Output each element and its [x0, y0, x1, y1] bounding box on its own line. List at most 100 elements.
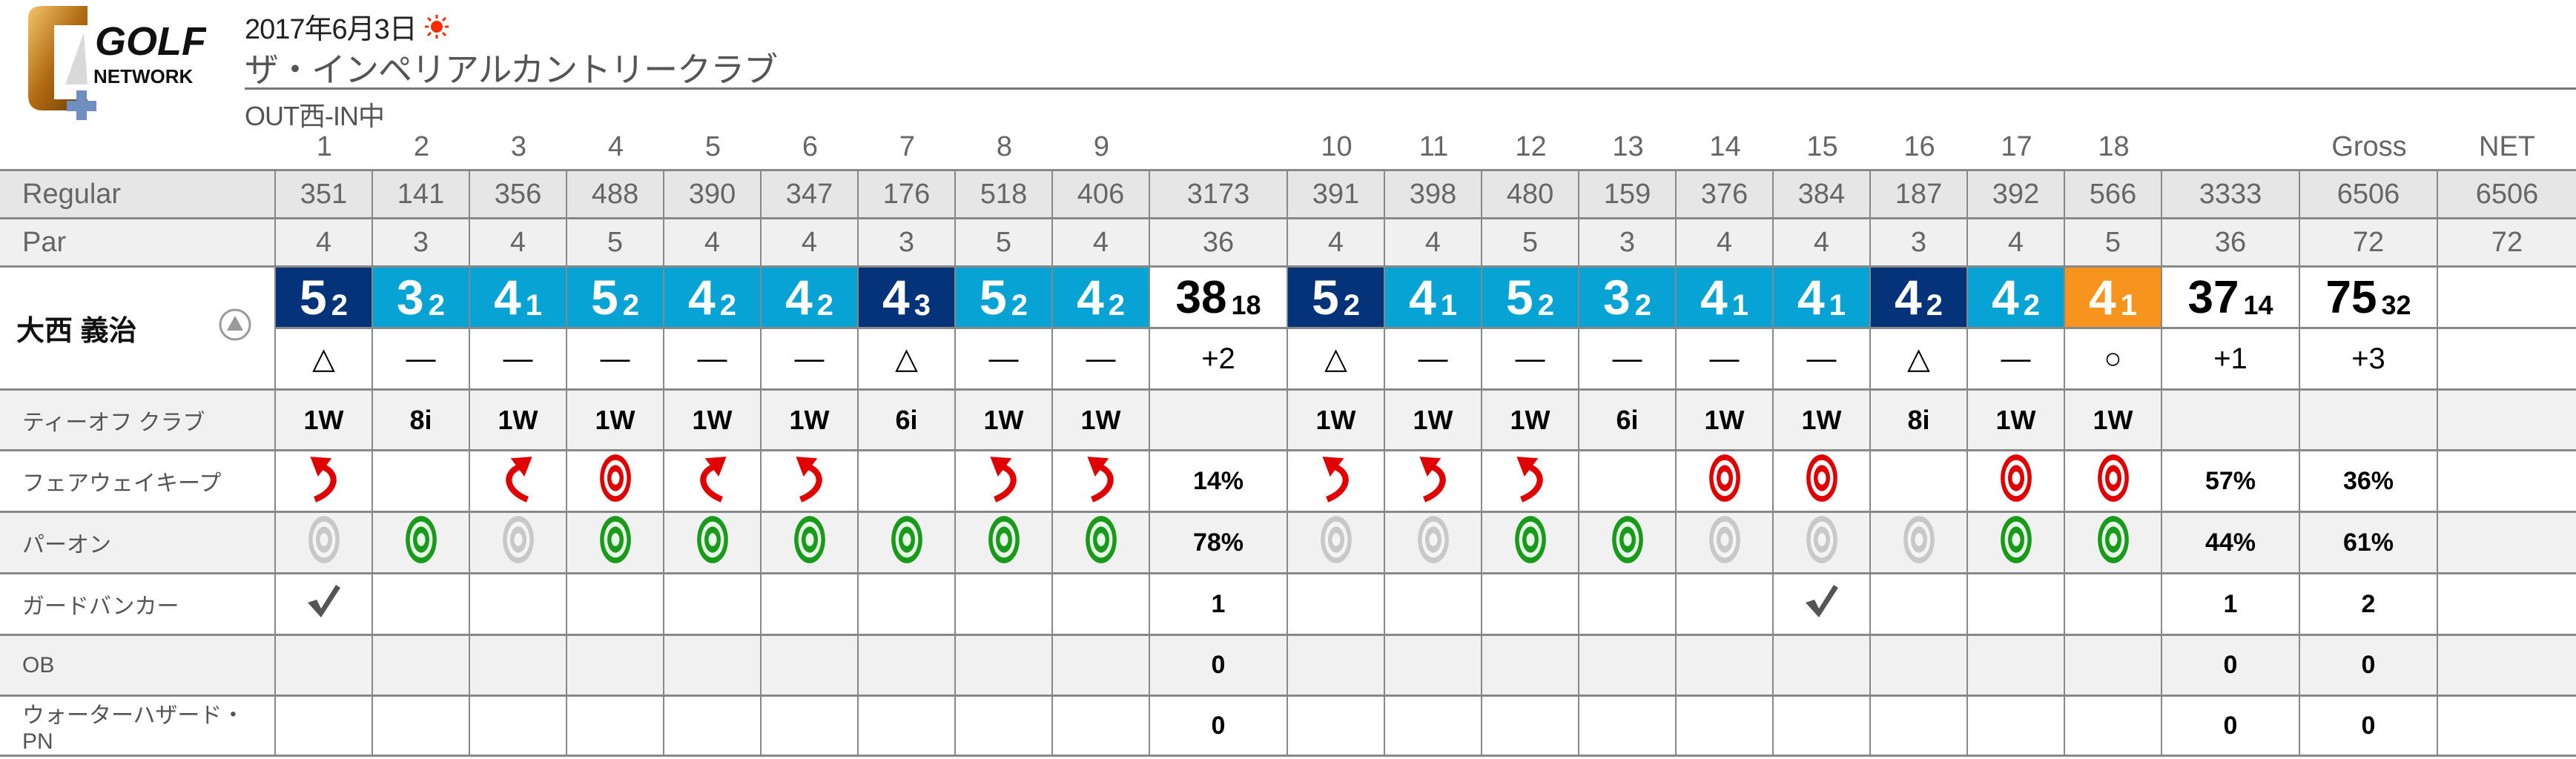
- green-on-target-icon: [988, 515, 1020, 571]
- green-on-target-icon: [1611, 515, 1644, 571]
- ob-hole-11: [1385, 636, 1482, 697]
- svg-text:NETWORK: NETWORK: [93, 65, 194, 87]
- paron-hole-3: [470, 513, 567, 574]
- water-hole-16: [1871, 697, 1968, 757]
- putts: 2: [2023, 288, 2040, 322]
- green-on-target-icon: [2000, 515, 2032, 571]
- par-hole-17: 4: [1968, 219, 2065, 268]
- putts: 1: [1440, 288, 1457, 322]
- total-strokes: 37: [2187, 271, 2239, 323]
- result-mark-hole-1: △: [276, 329, 373, 391]
- bunker-hole-9: [1053, 574, 1150, 636]
- water-hole-8: [956, 697, 1053, 757]
- paron-hole-13: [1579, 513, 1677, 574]
- fairway-miss-left-arrow-icon: [1319, 454, 1353, 509]
- hole-number: 18: [2098, 130, 2130, 162]
- regular-hole-1: 351: [276, 171, 373, 219]
- bunker-hole-13: [1579, 574, 1677, 636]
- result-mark-hole-4: —: [567, 329, 664, 391]
- result-mark-hole-18: ○: [2065, 329, 2162, 391]
- regular-hole-6: 347: [762, 171, 859, 219]
- club-net: [2438, 391, 2576, 451]
- strokes: 4: [1895, 270, 1922, 325]
- regular-hole-9: 406: [1053, 171, 1150, 219]
- regular-hole-17: 392: [1968, 171, 2065, 219]
- ob-hole-7: [859, 636, 956, 697]
- fairway-hole-18: [2065, 451, 2162, 513]
- ob-hole-13: [1579, 636, 1677, 697]
- regular-hole-13: 159: [1579, 171, 1677, 219]
- strokes: 5: [300, 270, 327, 325]
- paron-hole-8: [956, 513, 1053, 574]
- strokes: 4: [688, 270, 716, 325]
- regular-hole-4: 488: [567, 171, 664, 219]
- tee-club-hole-6: 1W: [762, 391, 859, 451]
- ob-net: [2438, 636, 2576, 697]
- result-out: +2: [1150, 329, 1288, 391]
- ob-hole-8: [956, 636, 1053, 697]
- water-hole-2: [373, 697, 470, 757]
- hole-number: 6: [802, 130, 819, 162]
- tee-club-hole-11: 1W: [1385, 391, 1482, 451]
- par-hole-10: 4: [1288, 219, 1385, 268]
- fairway-hole-2: [373, 451, 470, 513]
- regular-hole-3: 356: [470, 171, 567, 219]
- hole-number: 17: [2001, 130, 2032, 162]
- putts: 3: [914, 288, 931, 322]
- fairway-gross: 36%: [2300, 451, 2438, 513]
- bunker-hole-15: [1774, 574, 1871, 636]
- hole-number: 5: [704, 130, 721, 162]
- regular-hole-7: 176: [859, 171, 956, 219]
- hole-number: 11: [1419, 130, 1449, 162]
- result-mark-hole-11: —: [1385, 329, 1482, 391]
- fairway-hole-11: [1385, 451, 1482, 513]
- result-net: [2438, 329, 2576, 391]
- ob-hole-9: [1053, 636, 1150, 697]
- water-gross: 0: [2300, 697, 2438, 757]
- fairway-miss-left-arrow-icon: [987, 454, 1021, 509]
- hole-number: 12: [1515, 130, 1547, 162]
- up-triangle-circle-icon[interactable]: [218, 308, 252, 349]
- par-hole-1: 4: [276, 219, 373, 268]
- bunker-hole-6: [762, 574, 859, 636]
- hole-number: 3: [510, 130, 527, 162]
- paron-net: [2438, 513, 2576, 574]
- par-gross: 72: [2300, 219, 2438, 268]
- regular-hole-11: 398: [1385, 171, 1482, 219]
- total-putts: 14: [2243, 290, 2273, 320]
- par-hole-16: 3: [1871, 219, 1968, 268]
- bunker-hole-16: [1871, 574, 1968, 636]
- water-net: [2438, 697, 2576, 757]
- strokes: 3: [397, 270, 424, 325]
- putts: 2: [1343, 288, 1360, 322]
- tee-club-hole-14: 1W: [1677, 391, 1774, 451]
- regular-in: 3333: [2162, 171, 2300, 219]
- paron-hole-15: [1774, 513, 1871, 574]
- bunker-hole-3: [470, 574, 567, 636]
- fairway-hole-13: [1579, 451, 1677, 513]
- putts: 2: [1537, 288, 1554, 322]
- bunker-hole-12: [1482, 574, 1579, 636]
- fairway-hole-15: [1774, 451, 1871, 513]
- bunker-hole-18: [2065, 574, 2162, 636]
- fairway-hole-12: [1482, 451, 1579, 513]
- ob-hole-5: [664, 636, 762, 697]
